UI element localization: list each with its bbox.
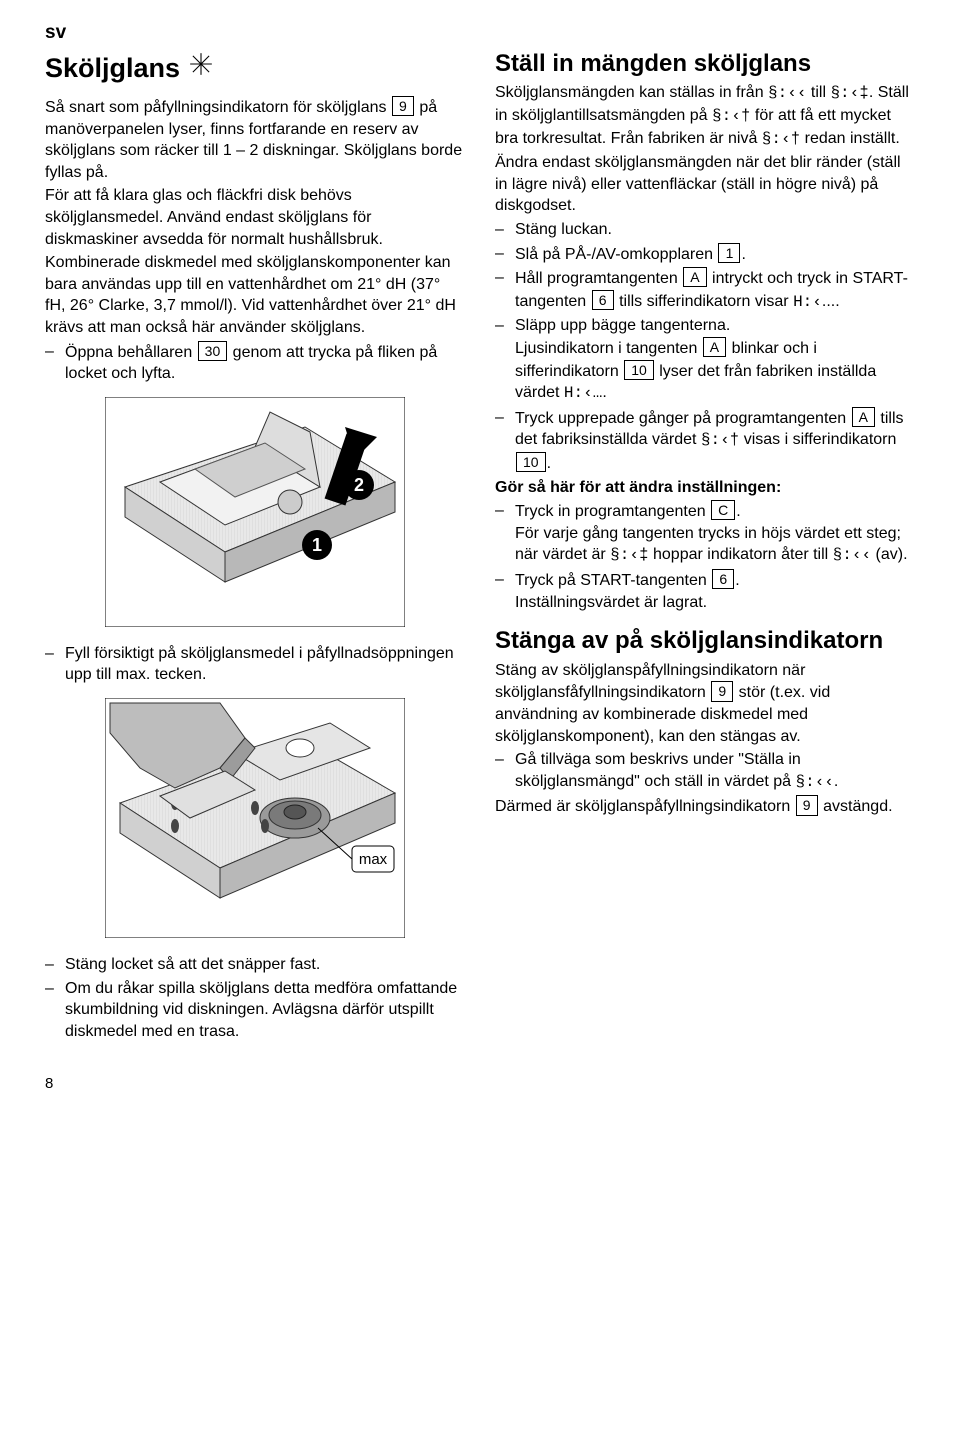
step-open-container: – Öppna behållaren 30 genom att trycka p… (45, 341, 465, 385)
step-power-on: – Slå på PÅ-/AV-omkopplaren 1. (495, 243, 915, 266)
step-hold-program: – Håll programtangenten A intryckt och t… (495, 267, 915, 313)
right-column: Ställ in mängden sköljglans Sköljglansmä… (495, 50, 915, 1045)
svg-text:2: 2 (354, 475, 364, 495)
language-code: sv (45, 20, 915, 46)
panel-ref-6b: 6 (712, 569, 734, 589)
set-amount-note: Ändra endast sköljglansmängden när det b… (495, 152, 915, 217)
step-wipe-spill: – Om du råkar spilla sköljglans detta me… (45, 978, 465, 1043)
figure-fill-rinse-aid: max (105, 698, 405, 938)
panel-ref-A: A (683, 267, 706, 287)
panel-ref-30: 30 (198, 341, 228, 361)
panel-ref-A2: A (703, 337, 726, 357)
step-fill: – Fyll försiktigt på sköljglansmedel i p… (45, 643, 465, 686)
step-close-lid: – Stäng locket så att det snäpper fast. (45, 954, 465, 976)
panel-ref-10-b: 10 (516, 452, 546, 472)
title-text: Sköljglans (45, 50, 180, 86)
intro-paragraph-1: Så snart som påfyllningsindikatorn för s… (45, 96, 465, 183)
intro-paragraph-3: Kombinerade diskmedel med sköljglanskomp… (45, 252, 465, 338)
change-setting-heading: Gör så här för att ändra inställningen: (495, 477, 915, 499)
panel-ref-10: 10 (624, 360, 654, 380)
section-title-skoljglans: Sköljglans (45, 50, 465, 86)
panel-ref-1: 1 (718, 243, 740, 263)
turn-off-result: Därmed är sköljglanspåfyllningsindikator… (495, 795, 915, 818)
step-close-door: – Stäng luckan. (495, 219, 915, 241)
set-amount-intro: Sköljglansmängden kan ställas in från §:… (495, 82, 915, 150)
svg-text:1: 1 (312, 535, 322, 555)
page-number: 8 (45, 1074, 915, 1094)
svg-text:max: max (359, 851, 388, 868)
turn-off-intro: Stäng av sköljglanspåfyllningsindikatorn… (495, 660, 915, 747)
heading-turn-off-indicator: Stänga av på sköljglansindikatorn (495, 627, 915, 656)
step-release: – Släpp upp bägge tangenterna. Ljusindik… (495, 315, 915, 404)
panel-ref-C: C (711, 500, 735, 520)
panel-ref-6: 6 (592, 290, 614, 310)
figure-open-lid: 1 2 (105, 397, 405, 627)
step-proceed-as: – Gå tillväga som beskrivs under "Ställa… (495, 749, 915, 793)
panel-ref-A3: A (852, 407, 875, 427)
snowflake-icon (188, 50, 214, 86)
step-press-c: – Tryck in programtangenten C. För varje… (495, 500, 915, 567)
panel-ref-9b: 9 (711, 681, 733, 701)
step-press-start: – Tryck på START-tangenten 6. Inställnin… (495, 569, 915, 613)
left-column: Sköljglans Så snart som påfyllningsindik… (45, 50, 465, 1045)
step-press-repeat: – Tryck upprepade gånger på programtange… (495, 407, 915, 475)
panel-ref-9c: 9 (796, 795, 818, 815)
intro-paragraph-2: För att få klara glas och fläckfri disk … (45, 185, 465, 250)
heading-set-amount: Ställ in mängden sköljglans (495, 50, 915, 79)
panel-ref-9: 9 (392, 96, 414, 116)
